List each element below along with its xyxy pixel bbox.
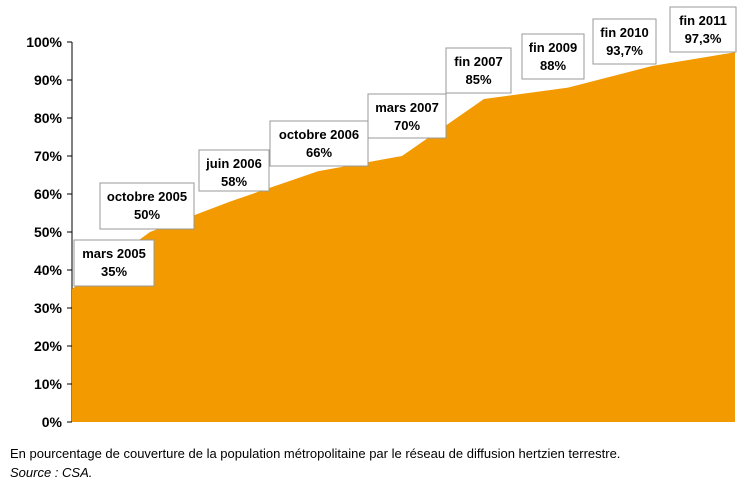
data-label-box (445, 47, 512, 94)
data-label-box (198, 149, 270, 192)
data-label-date: juin 2006 (205, 156, 262, 171)
data-label-value: 58% (221, 174, 247, 189)
data-label-value: 66% (306, 145, 332, 160)
data-label-date: fin 2010 (600, 25, 648, 40)
data-label-value: 50% (134, 207, 160, 222)
data-label: fin 2011 97,3% (669, 6, 737, 53)
data-label-box (521, 33, 585, 80)
coverage-area (72, 52, 735, 422)
data-label: mars 2007 70% (367, 93, 447, 139)
chart-note: En pourcentage de couverture de la popul… (10, 446, 621, 461)
data-label-date: octobre 2005 (107, 189, 187, 204)
data-label: fin 2007 85% (445, 47, 512, 94)
y-tick-label: 0% (42, 414, 63, 430)
data-label-value: 85% (465, 72, 491, 87)
data-label-value: 70% (394, 118, 420, 133)
y-tick-label: 70% (34, 148, 63, 164)
data-label-date: fin 2007 (454, 54, 502, 69)
data-label: fin 2009 88% (521, 33, 585, 80)
y-tick-label: 10% (34, 376, 63, 392)
data-label-date: mars 2005 (82, 246, 146, 261)
data-label-box (669, 6, 737, 53)
data-label-value: 97,3% (685, 31, 722, 46)
data-label: juin 2006 58% (198, 149, 270, 192)
y-tick-label: 50% (34, 224, 63, 240)
data-label: octobre 2006 66% (269, 120, 369, 167)
data-label-box (73, 239, 155, 287)
data-label: fin 2010 93,7% (592, 18, 657, 65)
data-label-value: 93,7% (606, 43, 643, 58)
data-label-box (592, 18, 657, 65)
data-label-date: octobre 2006 (279, 127, 359, 142)
y-tick-label: 100% (26, 34, 62, 50)
data-label: octobre 2005 50% (99, 182, 195, 230)
data-label-date: mars 2007 (375, 100, 439, 115)
y-tick-label: 80% (34, 110, 63, 126)
area-chart: 0% 10% 20% 30% 40% 50% 60% 70% 80% 90% 100% mars 20… (26, 6, 737, 430)
data-label-value: 88% (540, 58, 566, 73)
data-label-box (99, 182, 195, 230)
data-label-box (367, 93, 447, 139)
y-tick-label: 60% (34, 186, 63, 202)
y-tick-label: 40% (34, 262, 63, 278)
y-tick-label: 90% (34, 72, 63, 88)
data-label-box (269, 120, 369, 167)
data-label-date: fin 2009 (529, 40, 577, 55)
y-tick-label: 20% (34, 338, 63, 354)
y-tick-label: 30% (34, 300, 63, 316)
data-label-date: fin 2011 (679, 13, 727, 28)
chart-source: Source : CSA. (10, 465, 93, 480)
data-label-value: 35% (101, 264, 127, 279)
data-label: mars 2005 35% (73, 239, 155, 287)
